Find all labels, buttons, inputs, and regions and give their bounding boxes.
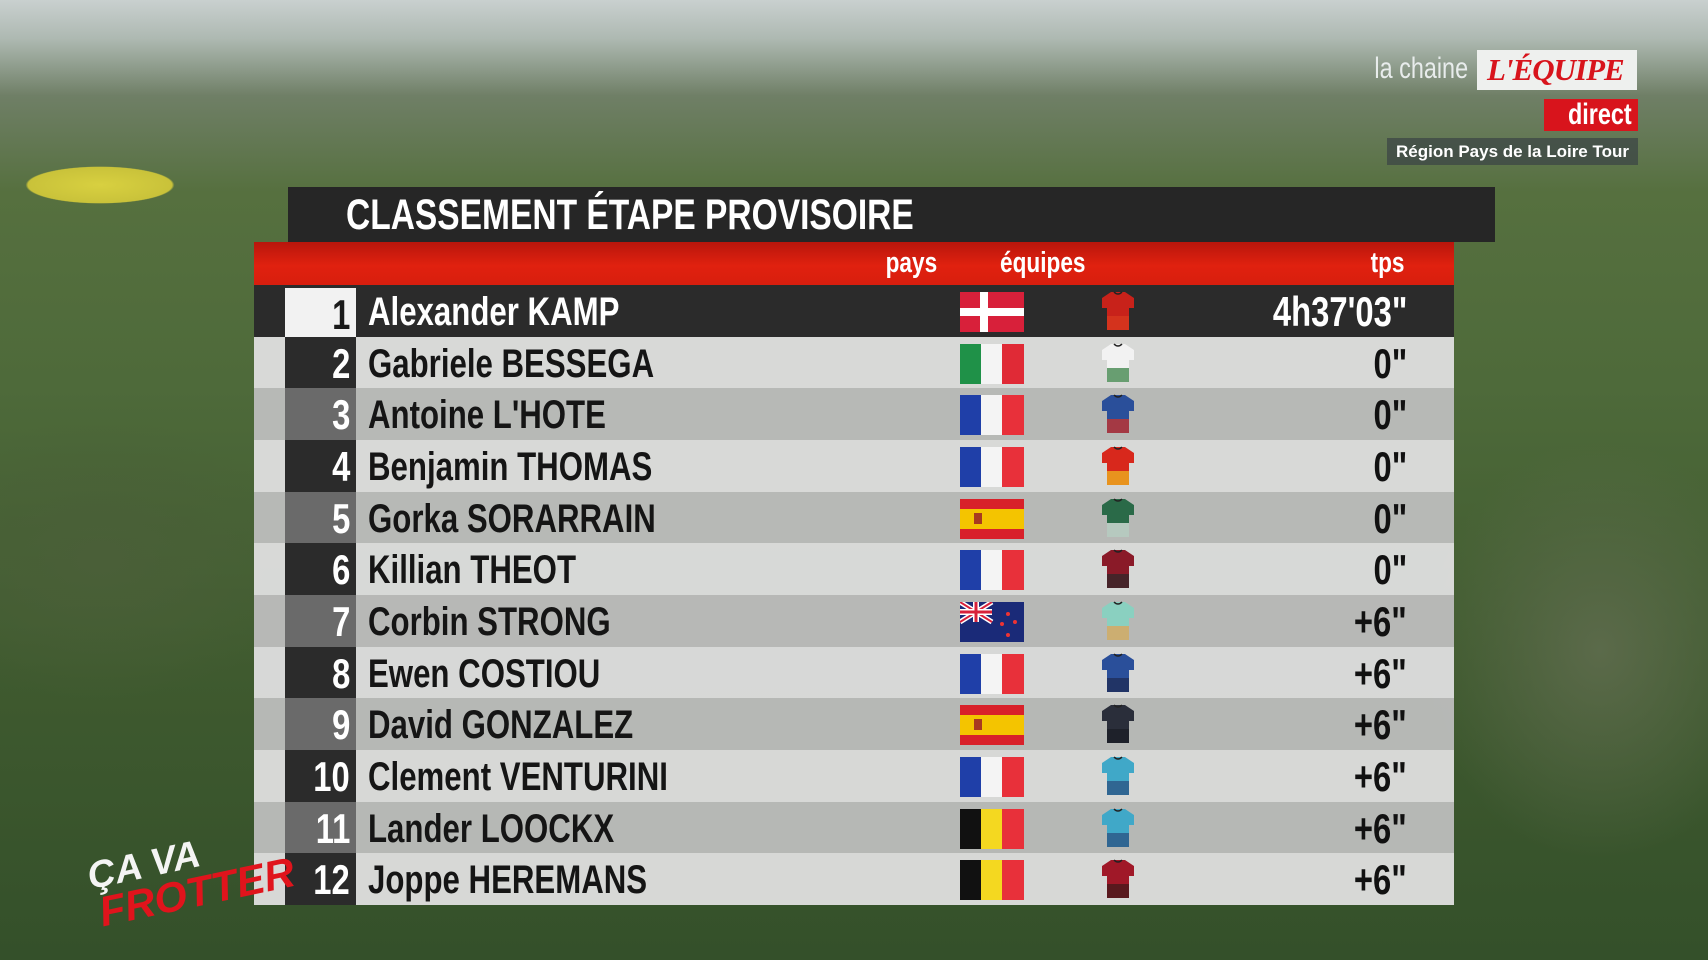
- rider-name: Alexander KAMP: [368, 290, 620, 334]
- team-jersey-icon: [1100, 342, 1136, 384]
- team-jersey-icon: [1100, 393, 1136, 435]
- rank-box: 9: [285, 698, 356, 750]
- rider-name: Killian THEOT: [368, 548, 577, 593]
- standings-row: 9 David GONZALEZ +6": [254, 698, 1454, 750]
- rider-time: 4h37'03": [1272, 288, 1407, 335]
- standings-table: 1 Alexander KAMP 4h37'03" 2 Gabriele BESSEGA…: [254, 285, 1454, 905]
- team-jersey-icon: [1100, 600, 1136, 642]
- rider-time: 0": [1373, 391, 1407, 439]
- rank-number: 10: [313, 752, 350, 800]
- standings-row: 8 Ewen COSTIOU +6": [254, 646, 1454, 699]
- race-name: Région Pays de la Loire Tour: [1386, 138, 1638, 165]
- team-jersey-icon: [1100, 755, 1136, 797]
- flag-fr-icon: [960, 550, 1024, 591]
- live-badge: direct: [1544, 99, 1638, 131]
- standings-row: 3 Antoine L'HOTE 0": [254, 388, 1454, 440]
- rider-time: +6": [1354, 701, 1407, 749]
- rank-number: 7: [331, 597, 350, 645]
- header-team: équipes: [1000, 247, 1086, 279]
- standings-row: 4 Benjamin THOMAS 0": [254, 439, 1454, 492]
- rank-box: 4: [285, 439, 356, 492]
- rank-box: 7: [285, 594, 356, 647]
- team-jersey-icon: [1100, 548, 1136, 590]
- rank-box: 10: [285, 749, 356, 802]
- broadcaster-branding: la chaine L'ÉQUIPE direct Région Pays de…: [1370, 50, 1638, 165]
- rider-time: +6": [1354, 649, 1407, 697]
- rider-time: +6": [1354, 804, 1407, 852]
- header-country: pays: [885, 247, 938, 279]
- rider-name: Antoine L'HOTE: [368, 393, 606, 438]
- rank-number: 3: [331, 391, 350, 439]
- header-time: tps: [1370, 247, 1404, 279]
- rider-time: 0": [1373, 339, 1407, 387]
- rank-number: 12: [313, 856, 350, 904]
- team-jersey-icon: [1100, 445, 1136, 487]
- rider-time: 0": [1373, 546, 1407, 594]
- standings-title: CLASSEMENT ÉTAPE PROVISOIRE: [346, 191, 914, 239]
- flag-es-icon: [960, 498, 1024, 539]
- rank-box: 5: [285, 491, 356, 544]
- rider-name: David GONZALEZ: [368, 703, 634, 748]
- column-header-bar: pays équipes tps: [254, 242, 1454, 285]
- rank-box: 3: [285, 388, 356, 440]
- standings-row: 6 Killian THEOT 0": [254, 543, 1454, 595]
- team-jersey-icon: [1100, 703, 1136, 745]
- rider-time: +6": [1354, 856, 1407, 904]
- rider-name: Benjamin THOMAS: [368, 444, 653, 489]
- rank-number: 1: [331, 291, 350, 338]
- rank-box: 6: [285, 543, 356, 595]
- lequipe-logo-text: L'ÉQUIPE: [1487, 52, 1625, 87]
- flag-be-icon: [960, 860, 1024, 901]
- rank-number: 11: [315, 804, 350, 852]
- rider-time: 0": [1373, 494, 1407, 542]
- team-jersey-icon: [1100, 652, 1136, 694]
- standings-row: 12 Joppe HEREMANS +6": [254, 853, 1454, 905]
- standings-row: 5 Gorka SORARRAIN 0": [254, 491, 1454, 544]
- rider-name: Gabriele BESSEGA: [368, 341, 655, 386]
- rider-name: Ewen COSTIOU: [368, 651, 601, 696]
- rank-number: 6: [331, 546, 350, 594]
- standings-row: 1 Alexander KAMP 4h37'03": [254, 285, 1454, 338]
- standings-row: 11 Lander LOOCKX +6": [254, 801, 1454, 854]
- live-badge-text: direct: [1568, 98, 1632, 131]
- flag-be-icon: [960, 808, 1024, 849]
- flag-nz-icon: [960, 601, 1024, 642]
- flag-it-icon: [960, 343, 1024, 384]
- team-jersey-icon: [1100, 807, 1136, 849]
- team-jersey-icon: [1100, 858, 1136, 900]
- rider-name: Lander LOOCKX: [368, 806, 615, 851]
- flag-fr-icon: [960, 395, 1024, 436]
- show-logo: ÇA VA FROTTER: [84, 818, 299, 935]
- flag-fr-icon: [960, 756, 1024, 797]
- standings-row: 2 Gabriele BESSEGA 0": [254, 336, 1454, 389]
- rider-name: Gorka SORARRAIN: [368, 496, 656, 541]
- rank-number: 8: [331, 649, 350, 697]
- lequipe-logo: L'ÉQUIPE: [1477, 50, 1637, 90]
- rank-box: 1: [285, 288, 356, 338]
- team-jersey-icon: [1100, 290, 1136, 332]
- rank-number: 2: [331, 339, 350, 387]
- rider-time: 0": [1373, 442, 1407, 490]
- rank-box: 2: [285, 336, 356, 389]
- rider-time: +6": [1354, 597, 1407, 645]
- rank-number: 4: [331, 442, 350, 490]
- flag-dk-icon: [960, 292, 1024, 332]
- rider-name: Clement VENTURINI: [368, 754, 668, 799]
- rider-name: Corbin STRONG: [368, 599, 611, 644]
- standings-title-bar: CLASSEMENT ÉTAPE PROVISOIRE: [288, 187, 1495, 242]
- rank-number: 5: [331, 494, 350, 542]
- team-jersey-icon: [1100, 497, 1136, 539]
- rank-box: 8: [285, 646, 356, 699]
- rider-name: Joppe HEREMANS: [368, 858, 648, 903]
- flag-fr-icon: [960, 446, 1024, 487]
- flag-es-icon: [960, 705, 1024, 746]
- standings-row: 7 Corbin STRONG +6": [254, 594, 1454, 647]
- rank-number: 9: [331, 701, 350, 749]
- standings-row: 10 Clement VENTURINI +6": [254, 749, 1454, 802]
- flag-fr-icon: [960, 653, 1024, 694]
- rank-box: 12: [285, 853, 356, 905]
- rider-time: +6": [1354, 752, 1407, 800]
- rank-box: 11: [285, 801, 356, 854]
- channel-prefix: la chaine: [1374, 52, 1468, 85]
